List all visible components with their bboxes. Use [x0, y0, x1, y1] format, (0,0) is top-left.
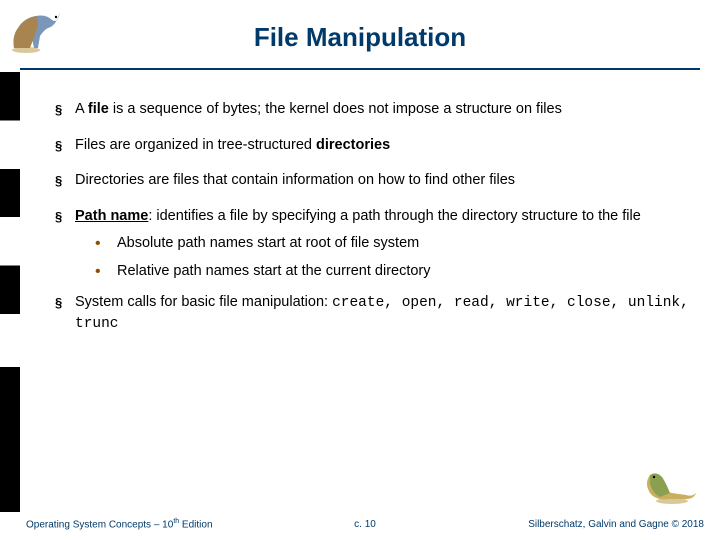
bullet-text: System calls for basic file manipulation… — [75, 293, 690, 334]
content-area: § A file is a sequence of bytes; the ker… — [55, 100, 690, 351]
sub-bullet-item: • Relative path names start at the curre… — [95, 262, 690, 282]
bold-text: directories — [316, 137, 390, 153]
dot-bullet-icon: • — [95, 234, 117, 254]
film-strip-sidebar — [0, 72, 20, 512]
dinosaur-icon-bottom — [642, 463, 698, 510]
text: Edition — [179, 519, 212, 530]
sub-bullet-item: • Absolute path names start at root of f… — [95, 234, 690, 254]
square-bullet-icon: § — [55, 207, 75, 227]
bullet-item: § Directories are files that contain inf… — [55, 171, 690, 191]
bullet-text: Files are organized in tree-structured d… — [75, 136, 690, 156]
underline-bold-text: Path name — [75, 208, 148, 224]
bullet-item: § Files are organized in tree-structured… — [55, 136, 690, 156]
dinosaur-icon-top — [8, 8, 66, 59]
text: Files are organized in tree-structured — [75, 137, 316, 153]
sub-bullet-text: Absolute path names start at root of fil… — [117, 234, 419, 254]
square-bullet-icon: § — [55, 171, 75, 191]
sub-bullet-text: Relative path names start at the current… — [117, 262, 431, 282]
bullet-text: A file is a sequence of bytes; the kerne… — [75, 100, 690, 120]
bullet-item: § System calls for basic file manipulati… — [55, 293, 690, 334]
square-bullet-icon: § — [55, 136, 75, 156]
sub-bullet-list: • Absolute path names start at root of f… — [95, 234, 690, 281]
bullet-text: Path name: identifies a file by specifyi… — [75, 207, 690, 227]
slide-title: File Manipulation — [0, 0, 720, 53]
square-bullet-icon: § — [55, 293, 75, 334]
slide-footer: Operating System Concepts – 10th Edition… — [26, 518, 704, 530]
bullet-text: Directories are files that contain infor… — [75, 171, 690, 191]
slide-header: File Manipulation — [0, 0, 720, 68]
text: : identifies a file by specifying a path… — [148, 208, 640, 224]
text: A — [75, 101, 88, 117]
title-rule — [20, 68, 700, 70]
square-bullet-icon: § — [55, 100, 75, 120]
text: Operating System Concepts – 10 — [26, 519, 173, 530]
text: System calls for basic file manipulation… — [75, 294, 332, 310]
footer-right: Silberschatz, Galvin and Gagne © 2018 — [528, 519, 704, 530]
footer-left: Operating System Concepts – 10th Edition — [26, 518, 213, 530]
text: is a sequence of bytes; the kernel does … — [109, 101, 562, 117]
bold-text: file — [88, 101, 109, 117]
bullet-item: § A file is a sequence of bytes; the ker… — [55, 100, 690, 120]
dot-bullet-icon: • — [95, 262, 117, 282]
footer-center: c. 10 — [354, 519, 376, 530]
bullet-item: § Path name: identifies a file by specif… — [55, 207, 690, 227]
